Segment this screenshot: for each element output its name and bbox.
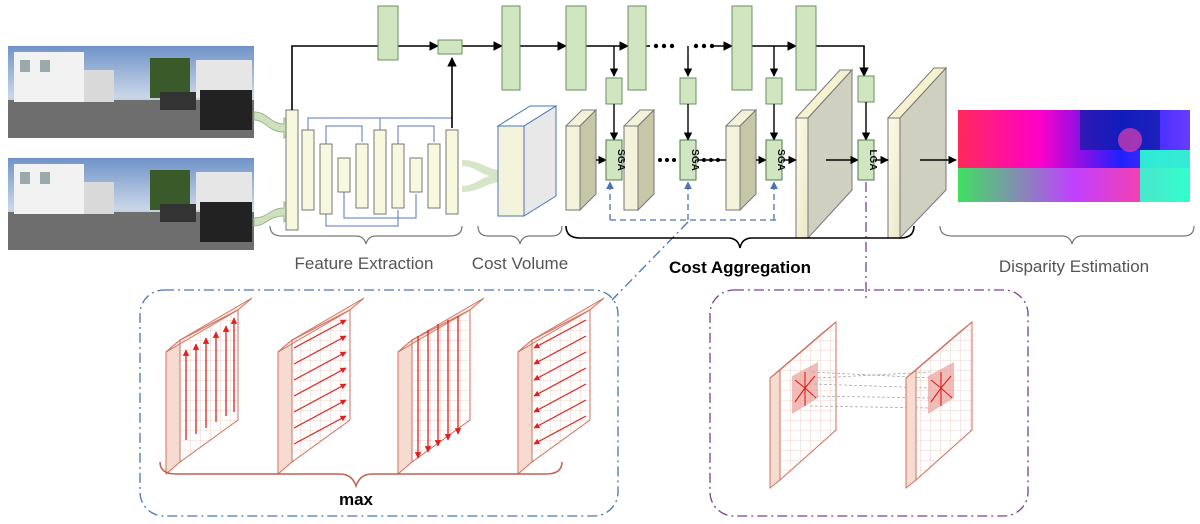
sga-slab-downward [397, 297, 485, 476]
merge-arrow [462, 160, 512, 192]
cost-volume-label: Cost Volume [472, 254, 568, 273]
aggregation-dots [658, 158, 720, 162]
cost-aggregation-label: Cost Aggregation [669, 258, 811, 277]
left-input-image [8, 46, 254, 138]
section-braces [269, 225, 1195, 245]
sga-label-1: SGA [615, 149, 626, 171]
disparity-estimation-label: Disparity Estimation [999, 257, 1149, 276]
feature-extraction-label: Feature Extraction [295, 254, 434, 273]
sga-detail-panel [139, 289, 619, 517]
top-skip-path [291, 41, 869, 128]
sga-module-2: SGA [679, 139, 700, 181]
max-brace [159, 461, 563, 489]
lga-label: LGA [867, 149, 878, 170]
guidance-down-arrows [609, 46, 871, 141]
cost-aggregation-brace [565, 225, 915, 249]
top-dots-1 [653, 43, 715, 49]
lga-slab-left [769, 320, 837, 490]
sga-label-2: SGA [689, 149, 700, 171]
sga-slab-upward [165, 297, 253, 476]
sga-label-3: SGA [775, 149, 786, 171]
feature-extraction-network [285, 109, 459, 231]
sga-module-1: SGA [605, 139, 626, 181]
sga-slab-leftward [517, 297, 605, 476]
right-input-image [8, 158, 254, 250]
lga-module: LGA [857, 139, 878, 181]
guidance-blocks-top [377, 5, 875, 105]
disparity-map [958, 110, 1190, 202]
cost-volume-cube [496, 105, 558, 217]
max-label: max [339, 490, 374, 509]
lga-detail-panel [709, 289, 1029, 517]
sga-module-3: SGA [765, 139, 786, 181]
lga-slab-right [905, 320, 973, 490]
sga-slab-rightward [277, 297, 365, 476]
sga-connector [606, 181, 778, 301]
